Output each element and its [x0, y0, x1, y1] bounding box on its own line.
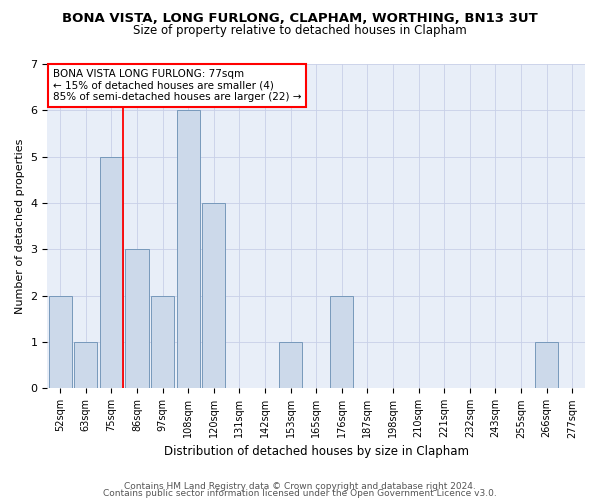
Bar	[49, 296, 72, 388]
Text: Size of property relative to detached houses in Clapham: Size of property relative to detached ho…	[133, 24, 467, 37]
Text: BONA VISTA LONG FURLONG: 77sqm
← 15% of detached houses are smaller (4)
85% of s: BONA VISTA LONG FURLONG: 77sqm ← 15% of …	[53, 69, 301, 102]
Bar	[535, 342, 558, 388]
Y-axis label: Number of detached properties: Number of detached properties	[15, 138, 25, 314]
Bar	[176, 110, 200, 388]
Bar	[151, 296, 174, 388]
Bar	[202, 203, 226, 388]
Text: Contains HM Land Registry data © Crown copyright and database right 2024.: Contains HM Land Registry data © Crown c…	[124, 482, 476, 491]
Bar	[100, 156, 123, 388]
Text: BONA VISTA, LONG FURLONG, CLAPHAM, WORTHING, BN13 3UT: BONA VISTA, LONG FURLONG, CLAPHAM, WORTH…	[62, 12, 538, 26]
Bar	[74, 342, 97, 388]
X-axis label: Distribution of detached houses by size in Clapham: Distribution of detached houses by size …	[164, 444, 469, 458]
Bar	[330, 296, 353, 388]
Text: Contains public sector information licensed under the Open Government Licence v3: Contains public sector information licen…	[103, 488, 497, 498]
Bar	[125, 250, 149, 388]
Bar	[279, 342, 302, 388]
